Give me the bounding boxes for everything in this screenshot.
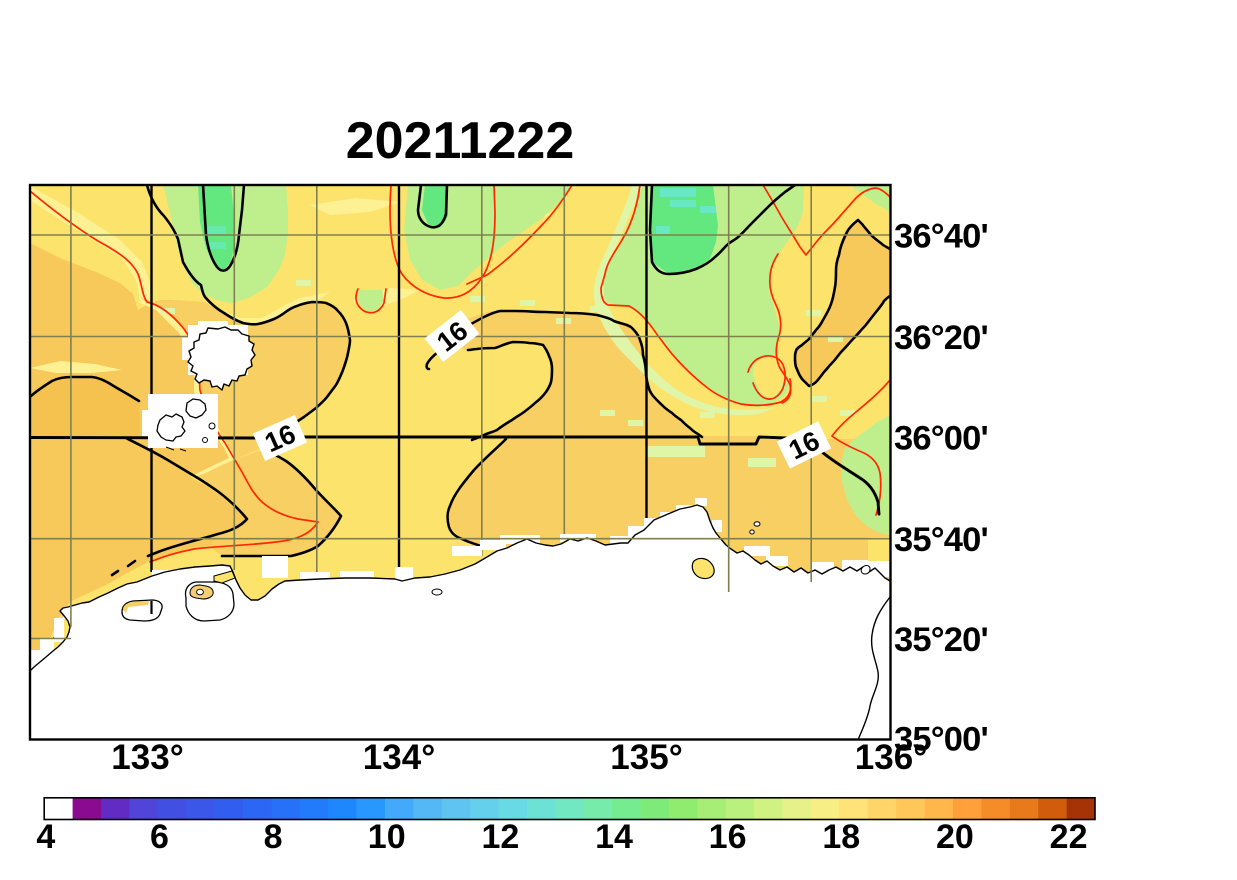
- svg-text:22: 22: [1050, 818, 1088, 856]
- svg-text:35°20': 35°20': [894, 621, 988, 659]
- svg-text:18: 18: [822, 818, 860, 856]
- svg-text:136°: 136°: [855, 738, 927, 777]
- svg-text:16: 16: [709, 818, 747, 856]
- svg-text:8: 8: [264, 818, 283, 856]
- svg-text:20: 20: [936, 818, 974, 856]
- svg-text:35°00': 35°00': [894, 721, 988, 759]
- svg-text:20211222: 20211222: [346, 112, 575, 170]
- svg-text:14: 14: [595, 818, 633, 856]
- svg-text:12: 12: [481, 818, 519, 856]
- svg-text:6: 6: [150, 818, 169, 856]
- svg-text:134°: 134°: [363, 738, 435, 777]
- svg-text:10: 10: [368, 818, 406, 856]
- svg-text:35°40': 35°40': [894, 521, 988, 559]
- svg-text:4: 4: [36, 818, 55, 856]
- svg-text:36°20': 36°20': [894, 319, 988, 357]
- svg-text:135°: 135°: [610, 738, 682, 777]
- svg-text:36°40': 36°40': [894, 218, 988, 256]
- svg-text:133°: 133°: [111, 738, 183, 777]
- svg-text:36°00': 36°00': [894, 420, 988, 458]
